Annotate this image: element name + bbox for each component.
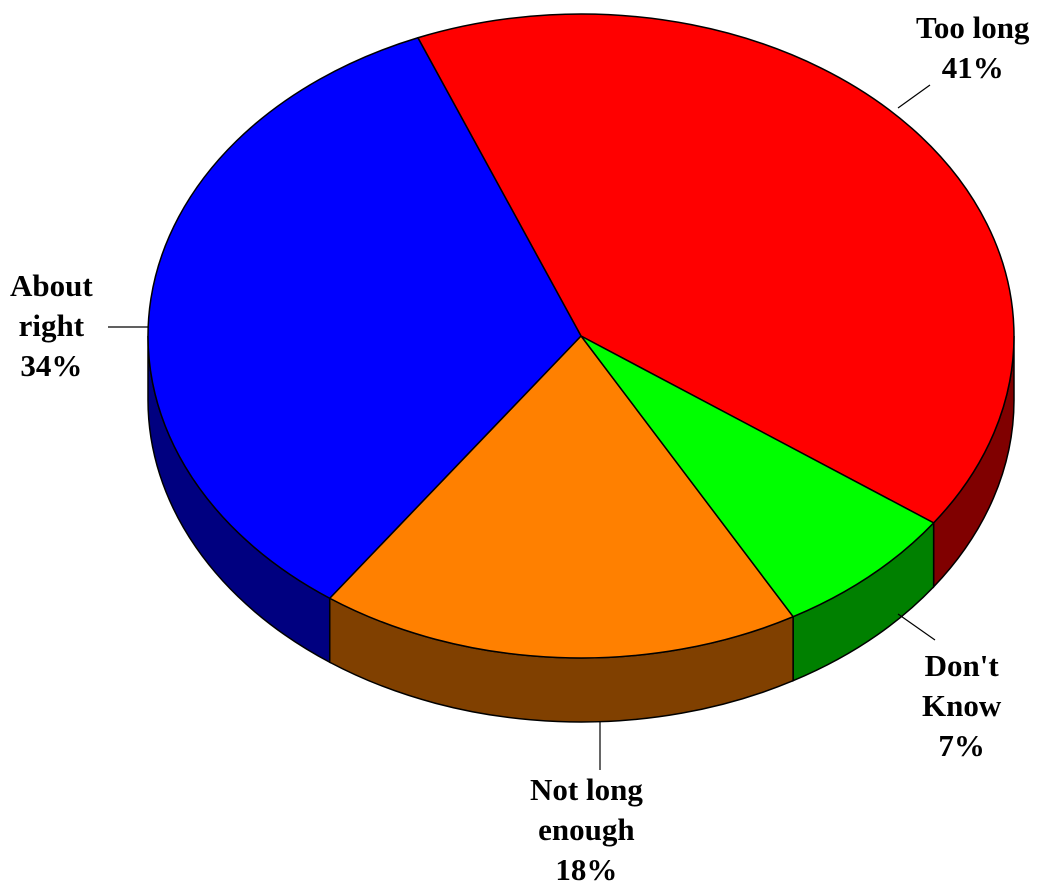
label-not-long-enough-percent: 18% — [555, 852, 618, 887]
slice-not-long-enough — [328, 335, 794, 659]
label-about-right-percent: 34% — [20, 348, 83, 383]
label-about-right-line-1: About — [10, 268, 93, 303]
leader-line-too-long — [897, 84, 931, 109]
slice-about-right — [147, 36, 582, 599]
label-not-long-enough-line-2: enough — [538, 812, 635, 847]
label-dont-know: Don't Know 7% — [922, 646, 1001, 766]
label-too-long-percent: 41% — [941, 50, 1004, 85]
leader-line-don-t-know — [897, 613, 936, 641]
label-not-long-enough: Not long enough 18% — [530, 770, 643, 890]
label-too-long: Too long 41% — [916, 8, 1029, 88]
label-dont-know-line-1: Don't — [924, 648, 999, 683]
leader-lines — [108, 84, 936, 770]
pie-slices — [147, 13, 1015, 659]
label-about-right: About right 34% — [10, 266, 93, 386]
slice-too-long — [417, 13, 1015, 524]
label-dont-know-line-2: Know — [922, 688, 1002, 723]
slice-don-t-know — [580, 335, 935, 618]
label-not-long-enough-line-1: Not long — [530, 772, 643, 807]
label-too-long-line-1: Too long — [916, 10, 1030, 45]
label-dont-know-percent: 7% — [938, 728, 985, 763]
label-about-right-line-2: right — [18, 308, 85, 343]
